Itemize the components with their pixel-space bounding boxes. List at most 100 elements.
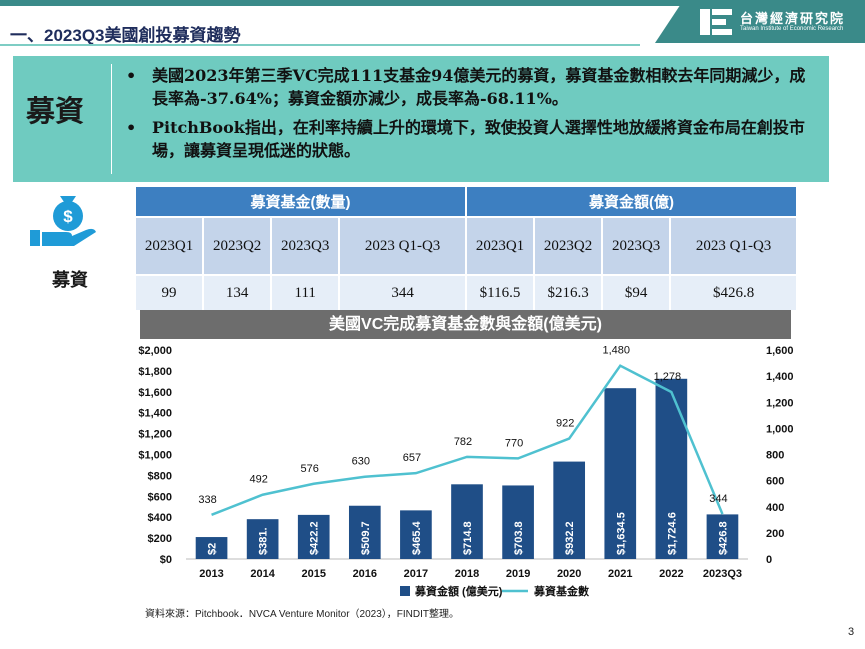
title-underline	[0, 44, 640, 46]
line-data-label: 344	[709, 493, 727, 505]
line-data-label: 492	[249, 474, 267, 486]
summary-divider	[111, 64, 112, 174]
x-tick-label: 2015	[301, 568, 325, 580]
x-tick-label: 2018	[455, 568, 479, 580]
bar-data-label: $426.8	[717, 521, 729, 555]
table-cell: $216.3	[533, 274, 604, 312]
line-data-label: 922	[556, 418, 574, 430]
bar	[400, 510, 432, 559]
table-group-header-amount: 募資金額(億)	[464, 185, 799, 218]
table-subheader: 2023Q1	[464, 216, 536, 276]
line-data-label: 1,278	[654, 371, 682, 383]
x-tick-label: 2022	[659, 568, 683, 580]
bar	[348, 505, 381, 559]
y-right-tick-label: 1,000	[766, 423, 794, 435]
y-left-tick-label: $1,800	[138, 366, 172, 378]
bar	[553, 461, 586, 559]
bar	[246, 519, 279, 559]
bullet-item: • PitchBook指出，在利率持續上升的環境下，致使投資人選擇性地放緩將資金布…	[126, 116, 816, 162]
line-data-label: 657	[403, 452, 421, 464]
svg-text:$: $	[63, 207, 73, 226]
y-left-tick-label: $400	[148, 512, 172, 524]
x-tick-label: 2021	[608, 568, 632, 580]
summary-bullets: • 美國2023年第三季VC完成111支基金94億美元的募資，募資基金數相較去年同…	[126, 64, 816, 168]
bar	[706, 514, 739, 559]
y-right-tick-label: 1,400	[766, 371, 794, 383]
money-bag-hand-icon: $	[30, 196, 96, 246]
x-tick-label: 2016	[353, 568, 377, 580]
y-left-tick-label: $1,000	[138, 450, 172, 462]
table-subheader: 2023 Q1-Q3	[669, 216, 798, 276]
bar	[655, 378, 688, 559]
bar-data-label: $932.2	[564, 521, 576, 555]
logo-chinese-name: 台灣經濟研究院	[740, 12, 846, 27]
x-tick-label: 2017	[404, 568, 428, 580]
line-data-label: 576	[301, 463, 319, 475]
legend-swatch-bar	[400, 586, 410, 596]
page-title: 一、2023Q3美國創投募資趨勢	[10, 26, 241, 45]
bar	[297, 514, 330, 559]
bar-data-label: $465.4	[411, 520, 423, 555]
table-subheader: 2023Q1	[133, 216, 205, 276]
y-left-tick-label: $0	[160, 554, 172, 566]
x-tick-label: 2013	[199, 568, 223, 580]
table-cell: 134	[202, 274, 273, 312]
table-cell: $426.8	[669, 274, 798, 312]
top-accent-band	[0, 0, 865, 6]
x-tick-label: 2020	[557, 568, 581, 580]
y-left-tick-label: $800	[148, 470, 172, 482]
table-subheader: 2023 Q1-Q3	[338, 216, 467, 276]
bullet-text: PitchBook指出，在利率持續上升的環境下，致使投資人選擇性地放緩將資金布局…	[152, 118, 805, 160]
bullet-item: • 美國2023年第三季VC完成111支基金94億美元的募資，募資基金數相較去年同…	[126, 64, 816, 110]
bar-data-label: $1,634.5	[615, 512, 627, 555]
table-subheader: 2023Q3	[270, 216, 341, 276]
y-right-tick-label: 400	[766, 502, 784, 514]
table-subheader: 2023Q2	[202, 216, 273, 276]
series-line	[211, 364, 724, 517]
bar	[195, 537, 228, 559]
fundraising-combo-chart: $0 $200 $400 $600 $800 $1,000 $1,200 $1,400 $1,6…	[138, 345, 794, 598]
source-note: 資料來源：Pitchbook．NVCA Venture Monitor（2023…	[145, 609, 459, 620]
y-left-tick-label: $2,000	[138, 345, 172, 357]
bar	[502, 485, 534, 559]
line-data-label: 770	[505, 437, 523, 449]
y-left-tick-label: $1,400	[138, 408, 172, 420]
table-cell: 344	[338, 274, 467, 312]
bar-data-label: $509.7	[360, 521, 372, 555]
table-cell: 99	[133, 274, 205, 312]
logo-banner	[655, 5, 865, 43]
fundraising-table: 募資基金(數量) 募資金額(億) 2023Q1 2023Q2 2023Q3 20…	[133, 185, 799, 312]
bullet-text: 美國2023年第三季VC完成111支基金94億美元的募資，募資基金數相較去年同期…	[152, 66, 806, 108]
bar	[604, 388, 637, 559]
bar	[451, 484, 483, 559]
y-left-tick-label: $1,600	[138, 387, 172, 399]
y-right-tick-label: 200	[766, 528, 784, 540]
icon-label: 募資	[52, 270, 88, 290]
table-cell: $94	[601, 274, 672, 312]
table-cell: $116.5	[464, 274, 536, 312]
y-right-tick-label: 600	[766, 476, 784, 488]
bar-data-label: $1,724.6	[666, 512, 678, 555]
chart-title: 美國VC完成募資基金數與金額(億美元)	[140, 310, 791, 339]
bar-data-label: $381.	[258, 527, 270, 555]
summary-panel	[13, 56, 829, 182]
y-right-tick-label: 1,200	[766, 397, 794, 409]
page-number: 3	[848, 626, 855, 638]
line-data-label: 338	[198, 494, 216, 506]
line-data-label: 782	[454, 436, 472, 448]
bullet-dot: •	[126, 66, 137, 85]
bar-data-label: $422.2	[309, 521, 321, 555]
bar-data-label: $714.8	[462, 521, 474, 555]
logo-english-name: Taiwan Institute of Economic Research	[740, 26, 844, 32]
y-left-tick-label: $1,200	[138, 429, 172, 441]
bar-data-label: $703.8	[513, 521, 525, 555]
x-tick-label: 2019	[506, 568, 530, 580]
summary-key-label: 募資	[26, 96, 85, 128]
tier-logo-icon	[700, 9, 732, 35]
y-left-tick-label: $200	[148, 533, 172, 545]
bar-data-label: $2	[207, 543, 219, 555]
legend-label: 募資金額 (億美元)	[414, 584, 503, 598]
table-subheader: 2023Q2	[533, 216, 604, 276]
table-cell: 111	[270, 274, 341, 312]
x-tick-label: 2023Q3	[703, 568, 742, 580]
